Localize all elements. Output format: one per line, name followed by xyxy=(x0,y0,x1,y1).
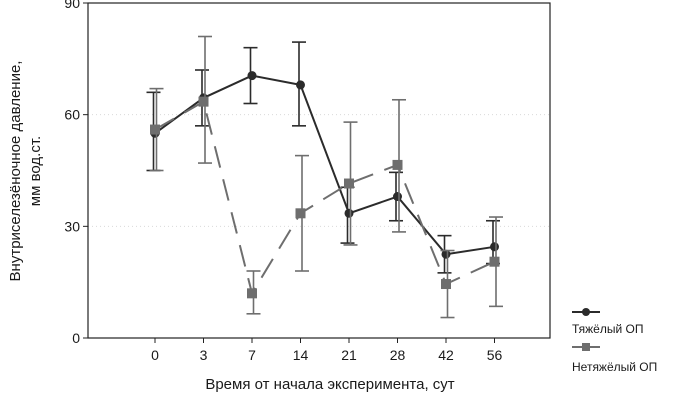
data-point xyxy=(490,242,499,252)
data-point xyxy=(198,96,209,107)
legend: Тяжёлый ОП Нетяжёлый ОП xyxy=(572,308,657,374)
x-tick-label: 56 xyxy=(487,347,503,363)
x-tick-label: 0 xyxy=(151,347,159,363)
legend-label-severe: Тяжёлый ОП xyxy=(572,322,643,336)
data-point xyxy=(295,208,306,219)
legend-marker-mild xyxy=(582,343,590,351)
legend-marker-severe xyxy=(582,308,590,316)
gridlines xyxy=(88,114,550,227)
data-point xyxy=(489,256,500,267)
x-tick-label: 21 xyxy=(341,347,357,363)
x-axis-label: Время от начала эксперимента, сут xyxy=(205,376,454,393)
series-line xyxy=(154,100,495,296)
data-point xyxy=(393,192,402,202)
x-tick-label: 28 xyxy=(390,347,406,363)
y-axis-label-line2: мм вод.ст. xyxy=(27,136,44,206)
legend-label-mild: Нетяжёлый ОП xyxy=(572,360,657,374)
series-0 xyxy=(146,41,500,274)
data-point xyxy=(247,71,257,81)
y-axis-label-line1: Внутриселезёночное давление, xyxy=(7,61,24,282)
y-axis-label: Внутриселезёночное давление, мм вод.ст. xyxy=(7,61,44,282)
data-point xyxy=(392,159,403,170)
data-point xyxy=(296,80,305,90)
plot-frame xyxy=(87,2,551,339)
x-axis: 0 3 7 14 21 28 42 56 xyxy=(151,338,502,363)
y-tick-label: 30 xyxy=(64,218,80,234)
y-tick-label: 90 xyxy=(64,0,80,11)
y-tick-label: 0 xyxy=(72,330,80,346)
series-line xyxy=(154,74,495,256)
y-axis: 0 30 60 90 xyxy=(64,0,88,346)
x-tick-label: 3 xyxy=(200,347,208,363)
data-point xyxy=(150,124,160,135)
series-1 xyxy=(149,35,503,319)
x-tick-label: 14 xyxy=(293,347,309,363)
x-tick-label: 7 xyxy=(248,347,256,363)
x-tick-label: 42 xyxy=(438,347,454,363)
data-point xyxy=(247,288,257,299)
data-point xyxy=(344,178,354,189)
y-tick-label: 60 xyxy=(64,107,80,123)
data-point xyxy=(441,279,451,290)
series-layer xyxy=(146,35,503,319)
data-point xyxy=(344,208,354,218)
